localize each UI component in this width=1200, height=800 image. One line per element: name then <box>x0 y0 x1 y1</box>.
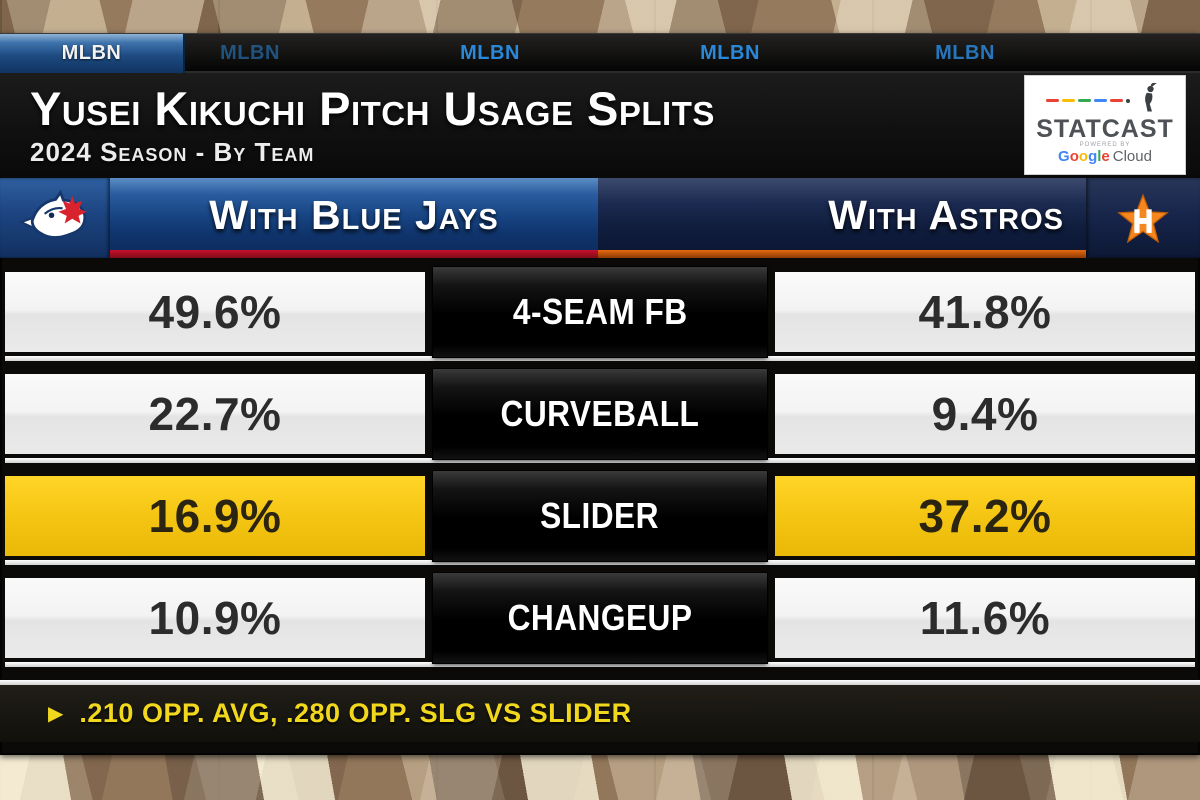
table-row: 22.7% CURVEBALL 9.4% <box>5 369 1195 459</box>
google-cloud-logo: Google Cloud <box>1058 147 1152 165</box>
play-arrow-icon: ▶ <box>48 702 64 725</box>
tab-mlbn-4: MLBN <box>700 42 760 64</box>
table-row: 49.6% 4-SEAM FB 41.8% <box>5 267 1195 357</box>
blue-jays-value: 16.9% <box>5 476 425 556</box>
astros-value: 41.8% <box>775 272 1195 352</box>
title-bar: Yusei Kikuchi Pitch Usage Splits 2024 Se… <box>0 73 1200 178</box>
tab-mlbn-3: MLBN <box>460 42 520 64</box>
statcast-dashes-icon <box>1046 98 1130 103</box>
pitch-label: SLIDER <box>433 471 767 561</box>
table-row: 10.9% CHANGEUP 11.6% <box>5 573 1195 663</box>
blue-jays-value: 22.7% <box>5 374 425 454</box>
blue-jays-header-bar: With Blue Jays <box>110 178 598 258</box>
row-divider <box>5 458 1195 463</box>
pitch-label: CURVEBALL <box>433 369 767 459</box>
footer-divider <box>0 680 1200 685</box>
tab-mlbn-5: MLBN <box>935 42 995 64</box>
statcast-logo: STATCAST Powered by Google Cloud <box>1024 75 1186 175</box>
blue-jays-label: With Blue Jays <box>209 191 499 238</box>
row-divider <box>5 356 1195 361</box>
astros-header-bar: With Astros <box>598 178 1086 258</box>
broadcast-graphic: MLBN MLBN MLBN MLBN MLBN Yusei Kikuchi P… <box>0 33 1200 755</box>
statcast-wordmark: STATCAST <box>1036 114 1174 143</box>
footer-note-bar: ▶ .210 OPP. AVG, .280 OPP. SLG VS SLIDER <box>0 685 1200 742</box>
blue-jays-value: 10.9% <box>5 578 425 658</box>
row-divider <box>5 560 1195 565</box>
pitch-usage-table: 49.6% 4-SEAM FB 41.8% 22.7% CURVEBALL 9.… <box>5 267 1195 667</box>
row-divider <box>5 662 1195 667</box>
blue-jays-logo-icon <box>0 178 110 258</box>
google-cloud-label: Cloud <box>1112 147 1152 165</box>
statcast-powered-by: Powered by <box>1079 141 1131 148</box>
tab-mlbn-2: MLBN <box>220 42 280 64</box>
team-header: With Blue Jays With Astros <box>0 178 1200 258</box>
astros-label: With Astros <box>828 191 1064 238</box>
pitch-label: 4-SEAM FB <box>433 267 767 357</box>
table-row: 16.9% SLIDER 37.2% <box>5 471 1195 561</box>
pitch-label: CHANGEUP <box>433 573 767 663</box>
astros-value: 37.2% <box>775 476 1195 556</box>
astros-value: 9.4% <box>775 374 1195 454</box>
page-subtitle: 2024 Season - By Team <box>30 137 315 167</box>
astros-value: 11.6% <box>775 578 1195 658</box>
batter-icon <box>1134 78 1164 118</box>
mlbn-tab-bar: MLBN MLBN MLBN MLBN MLBN <box>0 33 1200 74</box>
astros-logo-icon <box>1086 178 1200 258</box>
tab-mlbn-1: MLBN <box>0 34 185 74</box>
page-title: Yusei Kikuchi Pitch Usage Splits <box>30 82 715 135</box>
blue-jays-value: 49.6% <box>5 272 425 352</box>
google-wordmark: Google <box>1058 147 1110 165</box>
footer-note: .210 OPP. AVG, .280 OPP. SLG VS SLIDER <box>79 698 632 728</box>
